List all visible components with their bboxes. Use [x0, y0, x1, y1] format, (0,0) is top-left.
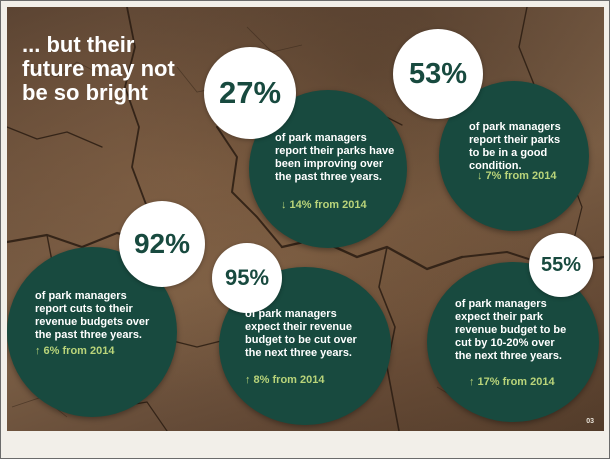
stat-line: cut by 10-20% over	[455, 337, 555, 349]
stat-line: condition.	[469, 160, 522, 172]
stat-line: report their parks	[469, 134, 561, 146]
stat-change: ↑ 17% from 2014	[469, 376, 555, 388]
stat-line: revenue budget to be	[455, 324, 567, 336]
stat-description: of park managers report their parks to b…	[469, 121, 579, 173]
stat-change: ↓ 14% from 2014	[281, 199, 367, 211]
headline-line-1: ... but their	[22, 32, 135, 57]
stat-line: of park managers	[469, 121, 561, 133]
stat-change: ↑ 6% from 2014	[35, 345, 115, 357]
stat-line: expect their park	[455, 311, 544, 323]
headline: ... but their future may not be so brigh…	[22, 33, 212, 105]
stat-line: revenue budgets over	[35, 316, 150, 328]
stat-line: report cuts to their	[35, 303, 133, 315]
stat-description: of park managers report their parks have…	[275, 132, 403, 184]
stat-line: of park managers	[35, 290, 127, 302]
stat-description: of park managers expect their revenue bu…	[245, 308, 385, 360]
headline-line-2: future may not	[22, 56, 175, 81]
page-number: 03	[586, 418, 594, 425]
stat-line: the past three years.	[35, 329, 142, 341]
stat-line: budget to be cut over	[245, 334, 357, 346]
stat-change: ↑ 8% from 2014	[245, 374, 325, 386]
stat-change: ↓ 7% from 2014	[477, 170, 557, 182]
headline-line-3: be so bright	[22, 80, 148, 105]
stat-percent-badge: 27%	[204, 47, 296, 139]
stat-line: the next three years.	[455, 350, 562, 362]
poster: ... but their future may not be so brigh…	[7, 7, 604, 431]
stat-description: of park managers expect their park reven…	[455, 298, 595, 363]
stat-line: of park managers	[275, 132, 367, 144]
stat-line: to be in a good	[469, 147, 548, 159]
stat-percent-badge: 53%	[393, 29, 483, 119]
stat-line: the next three years.	[245, 347, 352, 359]
stat-line: expect their revenue	[245, 321, 352, 333]
stat-line: the past three years.	[275, 171, 382, 183]
stat-line: been improving over	[275, 158, 384, 170]
stat-percent-badge: 55%	[529, 233, 593, 297]
stat-percent-badge: 95%	[212, 243, 282, 313]
stat-line: of park managers	[245, 308, 337, 320]
stat-description: of park managers report cuts to their re…	[35, 290, 175, 342]
stat-percent-badge: 92%	[119, 201, 205, 287]
stat-line: report their parks have	[275, 145, 395, 157]
stat-line: of park managers	[455, 298, 547, 310]
